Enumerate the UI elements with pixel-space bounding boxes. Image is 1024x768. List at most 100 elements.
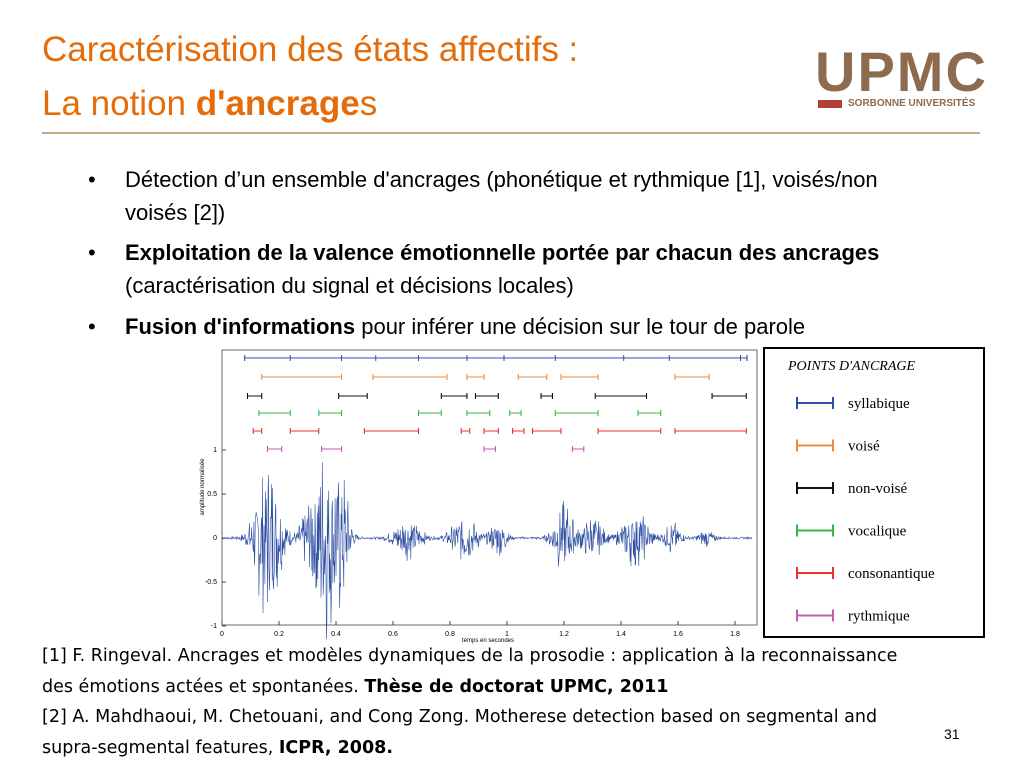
interval	[597, 428, 662, 434]
legend-label: syllabique	[848, 396, 910, 412]
interval	[466, 410, 491, 416]
axes	[221, 349, 758, 626]
x-tick-label: 0.2	[274, 631, 284, 638]
y-tick-label: -1	[211, 623, 217, 630]
reference-text: [2] A. Mahdhaoui, M. Chetouani, and Cong…	[42, 707, 878, 758]
interval	[571, 446, 585, 452]
bullet-plain: (caractérisation du signal et décisions …	[125, 273, 574, 298]
legend-label: voisé	[848, 439, 880, 455]
x-tick-label: 0.4	[331, 631, 341, 638]
interval	[244, 355, 748, 361]
interval	[674, 428, 747, 434]
interval	[637, 410, 662, 416]
bullet-dot: •	[88, 314, 96, 339]
legend-swatch	[796, 439, 834, 452]
legend-swatch	[796, 567, 834, 579]
y-tick-label: 0	[213, 535, 217, 542]
reference-bold: ICPR, 2008.	[278, 737, 393, 758]
bullet: • Détection d’un ensemble d'ancrages (pho…	[88, 163, 928, 229]
interval	[363, 428, 420, 434]
interval	[560, 374, 599, 380]
interval	[540, 393, 553, 399]
legend-box	[763, 347, 985, 638]
x-label: temps en secondes	[462, 638, 514, 644]
interval	[246, 393, 263, 399]
x-tick-label: 1	[505, 631, 509, 638]
x-tick-label: 1.4	[616, 631, 626, 638]
title: Caractérisation des états affectifs :	[42, 30, 579, 69]
interval	[289, 428, 320, 434]
interval	[511, 428, 525, 434]
legend-label: non-voisé	[848, 481, 908, 497]
logo: UPMC	[815, 40, 988, 103]
interval	[517, 374, 548, 380]
reference-bold: Thèse de doctorat UPMC, 2011	[364, 676, 669, 697]
interval	[474, 393, 499, 399]
y-tick-label: -0.5	[205, 579, 217, 586]
figure-bg	[198, 345, 762, 643]
x-tick-label: 1.8	[730, 631, 740, 638]
interval	[318, 410, 343, 416]
legend-title: POINTS D'ANCRAGE	[787, 359, 915, 374]
interval	[440, 393, 468, 399]
interval	[460, 428, 471, 434]
bullet-bold: Exploitation de la valence émotionnelle …	[125, 240, 880, 265]
bullet: • Fusion d'informations pour inférer une …	[88, 310, 928, 343]
interval	[338, 393, 368, 399]
interval	[531, 428, 562, 434]
legend-swatch	[796, 524, 834, 537]
bullet-dot: •	[88, 240, 96, 265]
title-bold: d'ancrage	[195, 84, 360, 123]
interval	[711, 393, 747, 399]
bullet-dot: •	[88, 167, 96, 192]
interval	[321, 446, 343, 452]
bullet-text: Exploitation de la valence émotionnelle …	[125, 236, 928, 302]
interval	[509, 410, 522, 416]
logo-icon	[818, 100, 842, 108]
interval	[258, 410, 291, 416]
bullet-plain: pour inférer une décision sur le tour de…	[355, 314, 806, 339]
rule	[42, 132, 980, 134]
bullet-text: Détection d’un ensemble d'ancrages (phon…	[125, 163, 928, 229]
interval	[372, 374, 448, 380]
waveform	[221, 462, 753, 640]
x-tick-label: 0	[220, 631, 224, 638]
interval	[554, 410, 599, 416]
interval	[261, 374, 343, 380]
reference: [1] F. Ringeval. Ancrages et modèles dyn…	[42, 641, 922, 702]
y-tick-label: 0.5	[207, 491, 217, 498]
title: La notion d'ancrages	[42, 84, 377, 124]
legend-swatch	[796, 482, 834, 494]
legend-label: vocalique	[848, 524, 907, 540]
interval	[594, 393, 648, 399]
reference: [2] A. Mahdhaoui, M. Chetouani, and Cong…	[42, 702, 922, 763]
title-text: s	[359, 84, 378, 123]
interval	[483, 446, 496, 452]
x-tick-label: 1.2	[559, 631, 569, 638]
x-tick-label: 0.6	[388, 631, 398, 638]
legend-swatch	[796, 397, 834, 409]
interval	[674, 374, 710, 380]
legend-label: consonantique	[848, 566, 935, 582]
logo-sub: SORBONNE UNIVERSITÉS	[848, 98, 976, 109]
reference-text: [1] F. Ringeval. Ancrages et modèles dyn…	[42, 646, 898, 697]
interval	[466, 374, 485, 380]
interval	[483, 428, 499, 434]
legend-label: rythmique	[848, 609, 910, 625]
y-tick-label: 1	[213, 447, 217, 454]
bullet: • Exploitation de la valence émotionnelle…	[88, 236, 928, 302]
y-label: amplitude normalisée	[200, 458, 206, 516]
interval	[266, 446, 283, 452]
title-text: La notion	[42, 84, 196, 123]
bullet-plain: Détection d’un ensemble d'ancrages (phon…	[125, 167, 878, 225]
page-number: 31	[944, 726, 960, 742]
x-tick-label: 0.8	[445, 631, 455, 638]
interval	[252, 428, 263, 434]
interval	[417, 410, 442, 416]
x-tick-label: 1.6	[673, 631, 683, 638]
legend-swatch	[796, 609, 834, 622]
bullet-text: Fusion d'informations pour inférer une d…	[125, 310, 928, 343]
bullet-bold: Fusion d'informations	[125, 314, 356, 339]
